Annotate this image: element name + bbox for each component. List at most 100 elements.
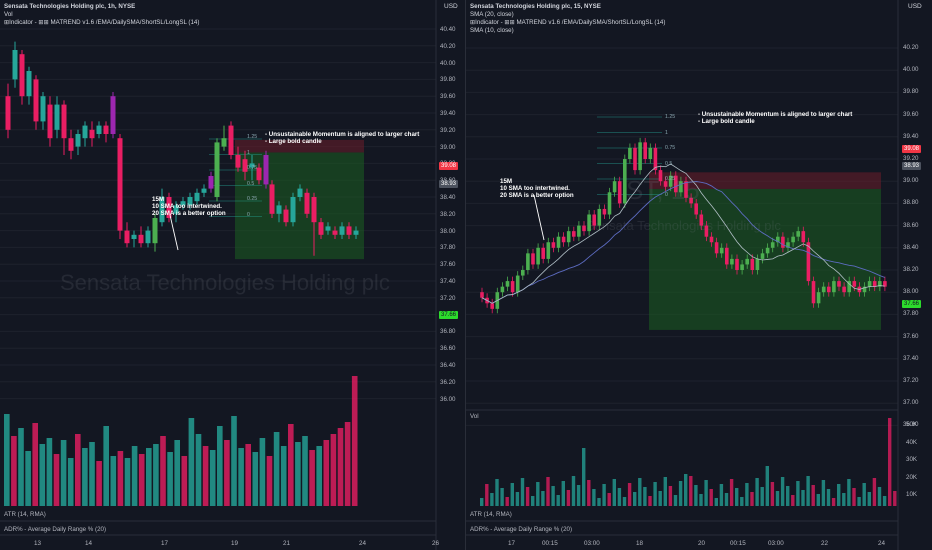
volume-bar (117, 451, 124, 506)
volume-bar (643, 487, 647, 506)
volume-bar (500, 488, 504, 506)
candle-body (842, 286, 846, 293)
price-axis-tick: 37.40 (903, 354, 919, 362)
volume-bar (811, 485, 815, 506)
volume-bar (46, 438, 53, 506)
candle-body (566, 231, 571, 243)
candle-body (628, 147, 632, 159)
candle-body (730, 258, 734, 265)
candle-body (638, 142, 642, 171)
price-axis-tick: 37.40 (440, 278, 456, 285)
left-adr-label[interactable]: ADR% - Average Daily Range % (20) (4, 526, 107, 533)
left-legend-indicator[interactable]: ⊞Indicator - ⊞⊞ MATREND v1.6 /EMA/DailyS… (4, 19, 200, 26)
volume-bar (653, 482, 657, 506)
time-axis-tick: 21 (283, 540, 291, 547)
candle-body (536, 247, 540, 265)
time-axis-tick: 18 (636, 540, 644, 547)
candle-body (602, 208, 607, 215)
candle-body (61, 104, 67, 139)
candle-body (124, 230, 130, 244)
left-axis-currency[interactable]: USD (444, 3, 458, 10)
price-axis-tick: 39.60 (440, 93, 456, 101)
volume-bar (882, 496, 887, 506)
right-price-chart[interactable] (466, 0, 932, 550)
fib-level-label: 0.5 (247, 180, 255, 187)
right-vol-title[interactable]: Vol (470, 413, 479, 420)
candle-body (852, 281, 857, 287)
volume-bar (551, 486, 555, 506)
candle-body (325, 226, 331, 231)
volume-bar (816, 494, 820, 506)
fib-level-label: 0 (665, 191, 668, 198)
candle-body (832, 281, 836, 293)
volume-bar (541, 491, 545, 506)
volume-bar (96, 461, 102, 506)
left-price-chart[interactable] (0, 0, 466, 550)
left-annotation-sma[interactable]: 15M 10 SMA too intertwined. 20 SMA is a … (152, 196, 226, 217)
candle-body (297, 188, 303, 197)
candle-body (811, 281, 816, 304)
volume-bar (831, 498, 836, 506)
left-legend-vol[interactable]: Vol (4, 11, 13, 18)
left-chart-title: Sensata Technologies Holding plc, 1h, NY… (4, 3, 136, 10)
fib-level-label: 0 (247, 211, 250, 218)
right-annotation-momentum[interactable]: - Unsustainable Momentum is aligned to l… (698, 111, 853, 125)
volume-bar (709, 489, 713, 506)
volume-bar (842, 493, 846, 506)
left-annotation-momentum[interactable]: - Unsustainable Momentum is aligned to l… (265, 131, 420, 145)
candle-body (572, 231, 576, 237)
right-axis-currency[interactable]: USD (908, 3, 922, 10)
candle-body (750, 258, 755, 270)
volume-bar (323, 440, 330, 506)
price-axis-tick: 37.20 (903, 377, 919, 384)
candle-body (781, 236, 785, 248)
candle-body (791, 236, 795, 243)
price-axis-tick: 39.20 (440, 126, 456, 134)
right-target-price-tag: 37.66 (902, 300, 922, 308)
left-target-price-tag: 37.66 (439, 311, 459, 319)
volume-bar (495, 479, 499, 506)
left-chart-pane[interactable]: Sensata Technologies Holding plc Sensata… (0, 0, 466, 550)
price-axis-tick: 38.20 (903, 266, 919, 273)
volume-bar (252, 452, 259, 506)
volume-bar (480, 498, 484, 506)
left-atr-label[interactable]: ATR (14, RMA) (4, 511, 46, 518)
right-atr-label[interactable]: ATR (14, RMA) (470, 511, 512, 518)
fib-level-label: 0.25 (247, 196, 258, 202)
right-adr-label[interactable]: ADR% - Average Daily Range % (20) (470, 526, 573, 533)
candle-body (332, 230, 338, 235)
volume-bar (546, 477, 550, 506)
right-watermark-sub: Sensata Technologies Holding plc (586, 218, 781, 233)
candle-body (582, 225, 586, 232)
right-chart-pane[interactable]: ST, 15 Sensata Technologies Holding plc … (466, 0, 932, 550)
candle-body (796, 231, 800, 237)
volume-bar (576, 485, 581, 506)
candle-body (592, 214, 596, 226)
candle-body (623, 159, 627, 204)
price-axis-tick: 36.80 (903, 421, 919, 429)
volume-bar (673, 495, 678, 506)
volume-bar (266, 456, 273, 506)
volume-bar (699, 494, 703, 506)
right-legend-sma20[interactable]: SMA (20, close) (470, 11, 514, 18)
candle-body (103, 125, 109, 134)
candle-body (526, 253, 530, 270)
volume-bar (826, 489, 831, 506)
volume-bar (231, 416, 237, 506)
candle-body (54, 104, 60, 130)
candle-body (546, 242, 551, 259)
volume-bar (740, 497, 744, 506)
volume-bar (505, 497, 509, 506)
right-annotation-sma[interactable]: 15M 10 SMA too intertwined. 20 SMA is a … (500, 178, 574, 199)
volume-axis-tick: 50K (906, 421, 918, 428)
candle-body (276, 205, 282, 214)
candle-body (152, 218, 158, 244)
price-axis-tick: 40.20 (440, 42, 456, 50)
volume-bar (648, 496, 652, 506)
candle-body (745, 258, 749, 265)
volume-bar (131, 446, 138, 506)
right-legend-sma10[interactable]: SMA (10, close) (470, 27, 514, 34)
right-legend-indicator[interactable]: ⊞Indicator - ⊞⊞ MATREND v1.6 /EMA/DailyS… (470, 19, 666, 26)
pane-divider[interactable] (465, 0, 466, 550)
candle-body (617, 181, 622, 204)
